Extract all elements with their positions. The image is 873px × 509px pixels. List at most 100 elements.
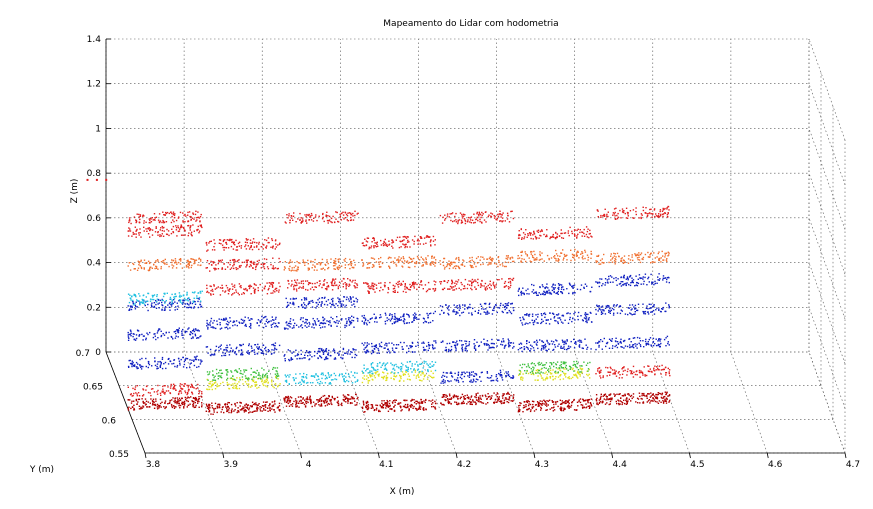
data-point [343, 378, 345, 381]
data-point [400, 362, 403, 364]
data-point [510, 394, 512, 397]
data-point [150, 221, 153, 223]
data-point [279, 285, 281, 288]
data-point [210, 326, 212, 328]
data-point [364, 351, 366, 353]
data-point [278, 409, 280, 411]
data-point [224, 349, 226, 351]
data-point [249, 405, 252, 407]
data-point [407, 366, 409, 369]
data-point [181, 383, 183, 386]
data-point [220, 348, 222, 350]
point-cluster [205, 237, 281, 252]
data-point [382, 378, 385, 380]
data-point [307, 381, 309, 384]
data-point [457, 219, 459, 222]
data-point [492, 258, 494, 260]
data-point [329, 320, 331, 322]
data-point [587, 401, 589, 404]
data-point [444, 280, 446, 282]
data-point [384, 238, 386, 241]
data-point [335, 218, 337, 220]
data-point [211, 380, 213, 383]
data-point [511, 400, 514, 402]
data-point [519, 402, 521, 404]
data-point [475, 403, 477, 406]
data-point [170, 303, 172, 306]
data-point [254, 410, 256, 412]
data-point [400, 406, 402, 409]
data-point [424, 374, 426, 377]
data-point [539, 400, 541, 402]
data-point [278, 405, 281, 407]
data-point [469, 380, 471, 383]
data-point [442, 382, 444, 384]
data-point [403, 380, 405, 382]
data-point [226, 350, 228, 352]
data-point [320, 373, 322, 376]
data-point [408, 314, 410, 317]
data-point [143, 222, 145, 224]
data-point [448, 342, 451, 345]
data-point [397, 284, 399, 286]
data-point [210, 293, 212, 295]
data-point [133, 407, 135, 410]
data-point [375, 261, 378, 263]
data-point [505, 257, 507, 260]
data-point [461, 377, 463, 380]
data-point [540, 407, 543, 410]
data-point [133, 304, 135, 306]
data-point [220, 327, 223, 329]
data-point [453, 304, 455, 306]
data-point [409, 286, 412, 288]
data-point [188, 224, 190, 227]
data-point [301, 327, 304, 329]
data-point [224, 290, 227, 292]
data-point [544, 400, 546, 402]
data-point [230, 370, 232, 372]
data-point [447, 280, 450, 282]
data-point [490, 263, 492, 265]
data-point [233, 263, 235, 265]
data-point [248, 285, 250, 287]
data-point [228, 239, 230, 241]
data-point [249, 319, 251, 321]
data-point [147, 401, 149, 403]
data-point [252, 287, 255, 289]
data-point [143, 335, 145, 337]
data-point [165, 221, 168, 223]
data-point [184, 303, 186, 305]
data-point [508, 346, 510, 348]
data-point [488, 303, 490, 306]
data-point [318, 404, 320, 406]
data-point [513, 394, 515, 396]
data-point [294, 279, 296, 281]
data-point [482, 213, 484, 215]
data-point [397, 403, 399, 405]
data-point [329, 354, 331, 357]
data-point [500, 216, 502, 218]
data-point [429, 236, 431, 238]
data-point [403, 318, 405, 320]
data-point [455, 313, 457, 315]
data-point [423, 259, 425, 261]
data-point [324, 374, 327, 377]
data-point [402, 257, 405, 260]
data-point [233, 292, 236, 294]
data-point [207, 352, 209, 354]
data-point [338, 320, 340, 322]
data-point [264, 379, 266, 382]
data-point [250, 246, 252, 248]
data-point [492, 283, 494, 285]
data-point [271, 281, 273, 284]
data-point [320, 403, 323, 405]
data-point [201, 404, 203, 406]
data-point [456, 265, 458, 267]
data-point [406, 287, 408, 290]
data-point [293, 325, 295, 327]
data-point [256, 406, 258, 408]
data-point [267, 407, 269, 409]
data-point [416, 318, 418, 320]
data-point [487, 343, 490, 346]
data-point [163, 262, 165, 264]
